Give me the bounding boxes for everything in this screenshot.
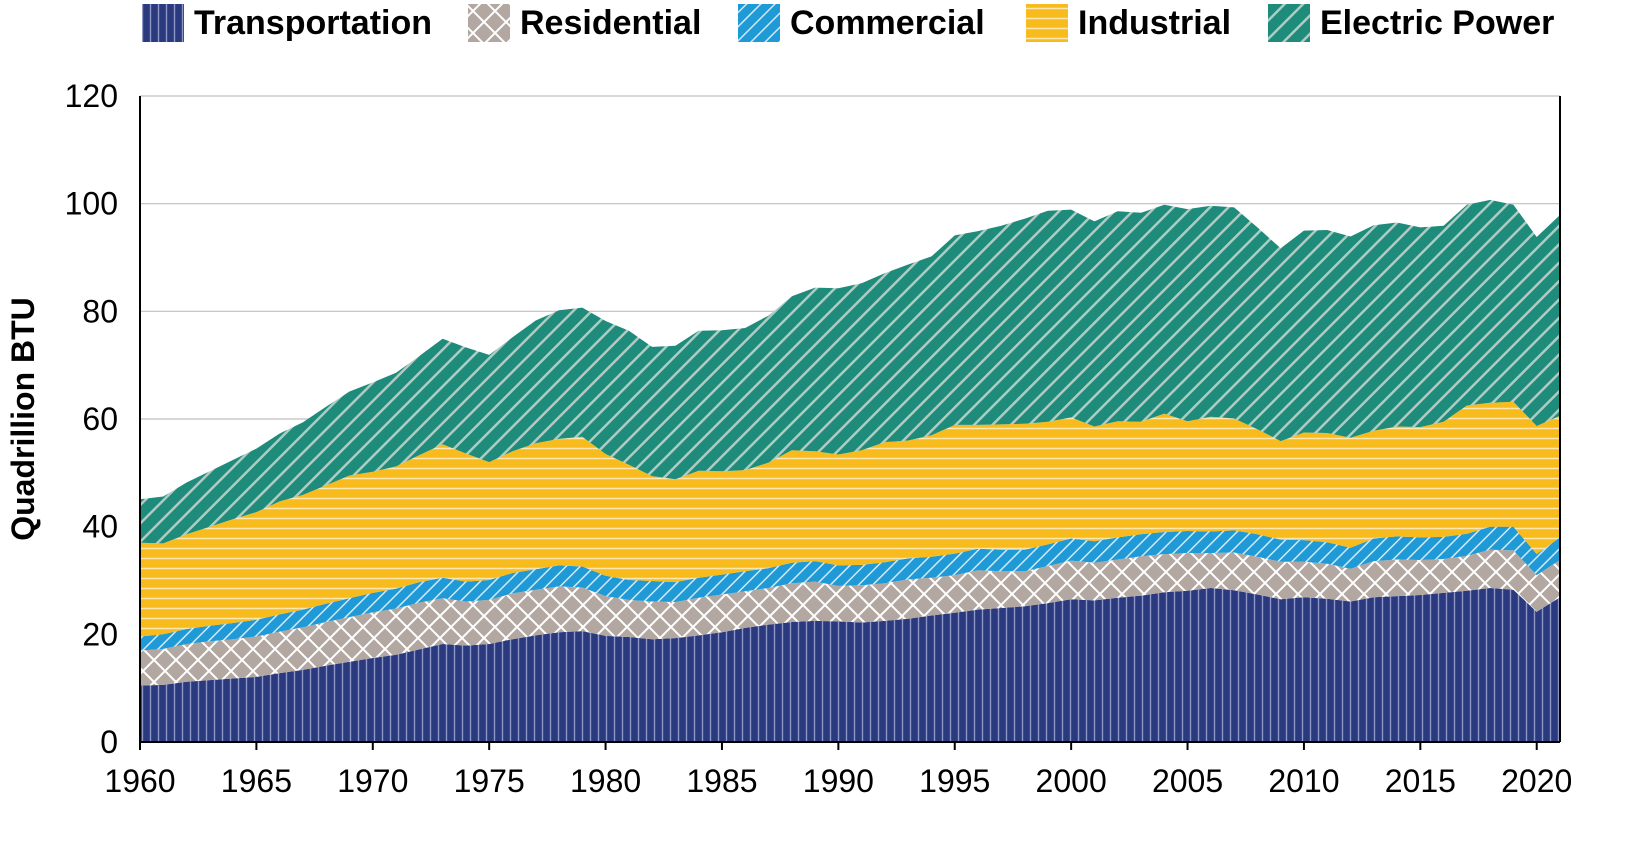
y-tick-label: 0 bbox=[100, 724, 118, 760]
x-tick-label: 1970 bbox=[337, 763, 408, 799]
y-tick-label: 80 bbox=[82, 293, 118, 329]
series-areas bbox=[140, 199, 1560, 742]
y-tick-labels: 0 20 40 60 80 100 120 bbox=[65, 78, 118, 760]
legend-swatch bbox=[468, 4, 510, 42]
legend-swatch bbox=[738, 4, 780, 42]
x-tick-label: 1960 bbox=[104, 763, 175, 799]
legend-swatch bbox=[1026, 4, 1068, 42]
x-tick-label: 2015 bbox=[1385, 763, 1456, 799]
y-tick-label: 20 bbox=[82, 616, 118, 652]
legend: Transportation Residential Commercial Indus… bbox=[142, 4, 1554, 42]
x-tick-label: 2010 bbox=[1268, 763, 1339, 799]
y-tick-label: 60 bbox=[82, 401, 118, 437]
x-tick-label: 1995 bbox=[919, 763, 990, 799]
y-tick-label: 120 bbox=[65, 78, 118, 114]
y-tick-label: 40 bbox=[82, 509, 118, 545]
legend-label: Electric Power bbox=[1320, 4, 1554, 42]
legend-item-residential: Residential bbox=[468, 4, 701, 42]
legend-label: Commercial bbox=[790, 4, 985, 42]
x-tick-label: 2005 bbox=[1152, 763, 1223, 799]
legend-label: Transportation bbox=[194, 4, 432, 42]
area-electric-power bbox=[140, 199, 1560, 544]
area-industrial bbox=[140, 401, 1560, 637]
legend-swatch bbox=[142, 4, 184, 42]
x-tick-labels: 1960 1965 1970 1975 1980 1985 1990 1995 2000 2005… bbox=[104, 742, 1572, 799]
area-residential bbox=[140, 549, 1560, 686]
legend-swatch bbox=[1268, 4, 1310, 42]
legend-item-electric-power: Electric Power bbox=[1268, 4, 1554, 42]
legend-item-industrial: Industrial bbox=[1026, 4, 1231, 42]
x-tick-label: 1965 bbox=[221, 763, 292, 799]
legend-item-transportation: Transportation bbox=[142, 4, 432, 42]
x-tick-label: 2000 bbox=[1036, 763, 1107, 799]
y-tick-label: 100 bbox=[65, 186, 118, 222]
legend-label: Industrial bbox=[1078, 4, 1231, 42]
x-tick-label: 1990 bbox=[803, 763, 874, 799]
legend-item-commercial: Commercial bbox=[738, 4, 985, 42]
x-tick-label: 1985 bbox=[686, 763, 757, 799]
area-commercial bbox=[140, 526, 1560, 651]
x-tick-label: 2020 bbox=[1501, 763, 1572, 799]
axes bbox=[139, 96, 1561, 743]
y-axis-title: Quadrillion BTU bbox=[5, 297, 41, 541]
area-transportation bbox=[140, 588, 1560, 742]
legend-label: Residential bbox=[520, 4, 701, 42]
x-tick-label: 1980 bbox=[570, 763, 641, 799]
x-tick-label: 1975 bbox=[454, 763, 525, 799]
